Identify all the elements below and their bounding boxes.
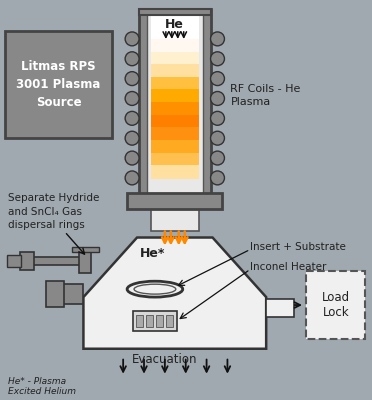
Bar <box>166 315 173 327</box>
Bar <box>151 140 199 154</box>
Bar <box>7 255 21 267</box>
Text: Evacuation: Evacuation <box>132 353 198 366</box>
Circle shape <box>211 52 224 66</box>
Circle shape <box>211 171 224 185</box>
Circle shape <box>125 72 139 86</box>
Circle shape <box>211 111 224 125</box>
Circle shape <box>125 171 139 185</box>
Bar <box>139 9 211 203</box>
Text: He* - Plasma
Excited Helium: He* - Plasma Excited Helium <box>8 377 76 396</box>
Bar <box>151 115 199 128</box>
Circle shape <box>211 151 224 165</box>
Circle shape <box>125 111 139 125</box>
Bar <box>20 252 34 270</box>
Bar <box>5 31 112 138</box>
Bar <box>71 248 99 252</box>
Bar <box>151 153 199 166</box>
Bar <box>127 193 222 209</box>
Bar <box>46 281 64 307</box>
Text: Litmas RPS
3001 Plasma
Source: Litmas RPS 3001 Plasma Source <box>16 60 101 109</box>
Circle shape <box>125 151 139 165</box>
Circle shape <box>125 52 139 66</box>
Bar <box>147 9 203 203</box>
Bar <box>156 315 163 327</box>
Bar <box>133 311 177 331</box>
Bar <box>151 39 199 52</box>
Circle shape <box>211 32 224 46</box>
Text: Load
Lock: Load Lock <box>322 291 350 319</box>
Bar <box>30 257 89 265</box>
Bar <box>136 315 143 327</box>
Bar <box>151 209 199 230</box>
Bar <box>151 102 199 116</box>
Bar <box>80 250 92 273</box>
Circle shape <box>125 32 139 46</box>
Text: RF Coils - He
Plasma: RF Coils - He Plasma <box>230 84 301 107</box>
Text: Insert + Substrate: Insert + Substrate <box>250 242 346 252</box>
Bar <box>151 90 199 103</box>
Text: He: He <box>166 18 184 32</box>
Bar <box>62 284 83 304</box>
Bar <box>266 299 294 317</box>
Circle shape <box>211 72 224 86</box>
Bar <box>139 9 211 15</box>
Bar <box>146 315 153 327</box>
Bar <box>151 77 199 90</box>
Circle shape <box>211 92 224 106</box>
Bar <box>151 165 199 179</box>
Circle shape <box>125 92 139 106</box>
Circle shape <box>125 131 139 145</box>
Circle shape <box>211 131 224 145</box>
Text: Separate Hydride
and SnCl₄ Gas
dispersal rings: Separate Hydride and SnCl₄ Gas dispersal… <box>8 194 99 230</box>
Bar <box>151 11 199 39</box>
Bar <box>306 271 365 339</box>
Bar <box>151 52 199 65</box>
Text: He*: He* <box>140 247 166 260</box>
Bar <box>151 127 199 141</box>
Bar <box>151 64 199 78</box>
Polygon shape <box>83 238 266 349</box>
Text: Inconel Heater: Inconel Heater <box>250 262 327 272</box>
